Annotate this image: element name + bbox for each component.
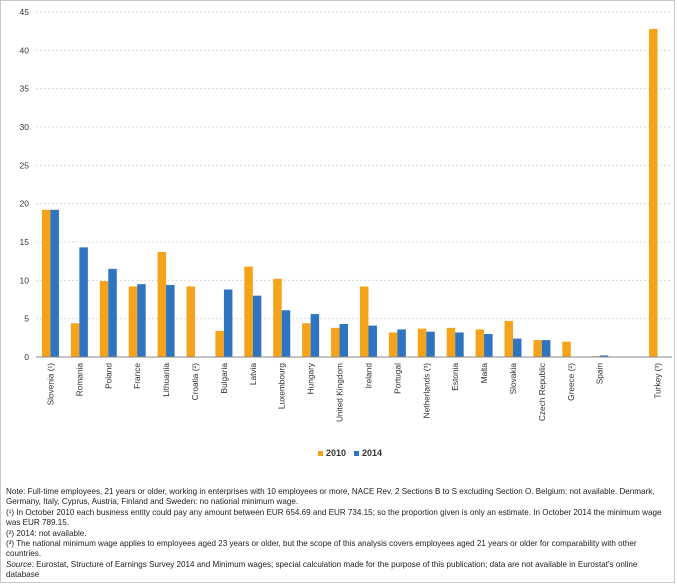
footnote-2: (²) 2014: not available. bbox=[6, 528, 87, 538]
x-tick-label-slovakia: Slovakia bbox=[508, 363, 518, 395]
gridlines bbox=[36, 11, 672, 320]
bar-2010-turkey bbox=[649, 28, 658, 358]
bar-2014-malta bbox=[484, 334, 493, 357]
source-label: Source: bbox=[6, 559, 34, 569]
bar-2010-slovenia bbox=[41, 209, 51, 357]
bar-2010-slovakia bbox=[504, 320, 513, 357]
bar-2010-hungary bbox=[302, 323, 311, 357]
x-tick-label-united-kingdom: United Kingdom bbox=[335, 363, 345, 422]
bar-2010-lithuania bbox=[157, 251, 167, 357]
x-tick-label-ireland: Ireland bbox=[363, 363, 373, 389]
note-text: Note: Full-time employees, 21 years or o… bbox=[6, 487, 655, 507]
bar-2010-united-kingdom bbox=[331, 327, 340, 357]
x-tick-label-portugal: Portugal bbox=[392, 363, 402, 394]
x-tick-label-lithuania: Lithuania bbox=[161, 363, 171, 397]
bar-2010-portugal bbox=[388, 332, 398, 357]
bar-2014-estonia bbox=[455, 332, 464, 357]
x-tick-label-greece: Greece (²) bbox=[566, 363, 576, 401]
y-tick-label-20: 20 bbox=[20, 199, 30, 209]
x-tick-label-malta: Malta bbox=[479, 363, 489, 384]
bar-2010-netherlands bbox=[417, 328, 427, 357]
y-tick-label-10: 10 bbox=[20, 275, 30, 285]
x-tick-label-czech-republic: Czech Republic bbox=[537, 363, 547, 421]
x-tick-label-romania: Romania bbox=[74, 363, 84, 397]
legend-label-2014: 2014 bbox=[362, 448, 383, 458]
y-tick-label-5: 5 bbox=[24, 314, 29, 324]
bar-2014-hungary bbox=[310, 314, 320, 357]
source-text: Eurostat, Structure of Earnings Survey 2… bbox=[6, 559, 638, 580]
bar-2010-france bbox=[128, 286, 138, 357]
x-tick-label-slovenia: Slovenia (¹) bbox=[45, 363, 55, 406]
legend: 2010 2014 bbox=[318, 448, 382, 458]
bar-chart: 0 5 10 15 20 25 30 35 40 45 Slovenia (¹) Romania Po… bbox=[20, 7, 672, 422]
bar-2014-luxembourg bbox=[281, 310, 291, 357]
bar-2014-latvia bbox=[252, 295, 262, 357]
x-tick-label-latvia: Latvia bbox=[248, 363, 258, 386]
bar-2014-bulgaria bbox=[223, 289, 233, 357]
bar-2014-romania bbox=[79, 247, 88, 357]
x-tick-label-poland: Poland bbox=[103, 363, 113, 389]
bar-2010-luxembourg bbox=[273, 278, 282, 357]
bar-2010-czech-republic bbox=[533, 340, 542, 357]
x-tick-label-netherlands: Netherlands (³) bbox=[421, 363, 431, 419]
legend-item-2014: 2014 bbox=[354, 448, 382, 458]
bar-2010-greece bbox=[562, 341, 571, 357]
y-tick-label-15: 15 bbox=[20, 237, 30, 247]
bar-2014-ireland bbox=[368, 325, 377, 357]
legend-swatch-2014 bbox=[354, 450, 360, 456]
x-tick-label-france: France bbox=[132, 363, 142, 389]
y-tick-label-45: 45 bbox=[20, 7, 30, 17]
bar-2010-bulgaria bbox=[215, 330, 224, 357]
x-tick-label-spain: Spain bbox=[595, 363, 605, 385]
x-tick-label-estonia: Estonia bbox=[450, 363, 460, 391]
bar-2010-ireland bbox=[359, 286, 369, 357]
bars bbox=[41, 28, 658, 358]
bar-2014-lithuania bbox=[166, 284, 175, 357]
y-tick-label-25: 25 bbox=[20, 160, 30, 170]
bar-2010-romania bbox=[70, 323, 80, 357]
bar-2014-slovakia bbox=[513, 338, 522, 357]
footnote-1: (¹) In October 2010 each business entity… bbox=[6, 507, 662, 528]
footnote-3: (³) The national minimum wage applies to… bbox=[6, 539, 637, 559]
bar-2010-latvia bbox=[244, 266, 253, 357]
y-tick-label-40: 40 bbox=[20, 45, 30, 55]
x-tick-label-bulgaria: Bulgaria bbox=[219, 363, 229, 394]
y-tick-labels: 0 5 10 15 20 25 30 35 40 45 bbox=[20, 7, 30, 362]
bar-2014-portugal bbox=[397, 329, 406, 357]
bar-2010-croatia bbox=[186, 286, 195, 357]
bar-2014-united-kingdom bbox=[339, 324, 349, 357]
bar-2014-czech-republic bbox=[541, 340, 551, 357]
notes-block: Note: Full-time employees, 21 years or o… bbox=[6, 487, 670, 581]
legend-item-2010: 2010 bbox=[318, 448, 346, 458]
y-tick-label-35: 35 bbox=[20, 84, 30, 94]
bar-2014-netherlands bbox=[426, 331, 435, 357]
bar-2014-slovenia bbox=[50, 209, 59, 357]
bar-2014-france bbox=[137, 284, 146, 357]
legend-swatch-2010 bbox=[318, 450, 323, 456]
bar-2014-spain bbox=[599, 355, 609, 357]
x-tick-labels: Slovenia (¹) Romania Poland France Lithuania… bbox=[45, 362, 662, 422]
bar-2014-poland bbox=[108, 268, 117, 357]
x-tick-label-hungary: Hungary bbox=[306, 362, 316, 394]
y-tick-label-30: 30 bbox=[20, 122, 30, 132]
bar-2010-poland bbox=[99, 281, 109, 357]
x-tick-label-luxembourg: Luxembourg bbox=[277, 363, 287, 410]
bar-2010-estonia bbox=[446, 327, 456, 357]
y-tick-label-0: 0 bbox=[24, 352, 29, 362]
x-tick-label-turkey: Turkey (³) bbox=[653, 363, 663, 399]
x-tick-label-croatia: Croatia (²) bbox=[190, 363, 200, 401]
legend-label-2010: 2010 bbox=[326, 448, 347, 458]
bar-2010-malta bbox=[475, 329, 485, 357]
source-line: Source: Eurostat, Structure of Earnings … bbox=[6, 560, 670, 581]
